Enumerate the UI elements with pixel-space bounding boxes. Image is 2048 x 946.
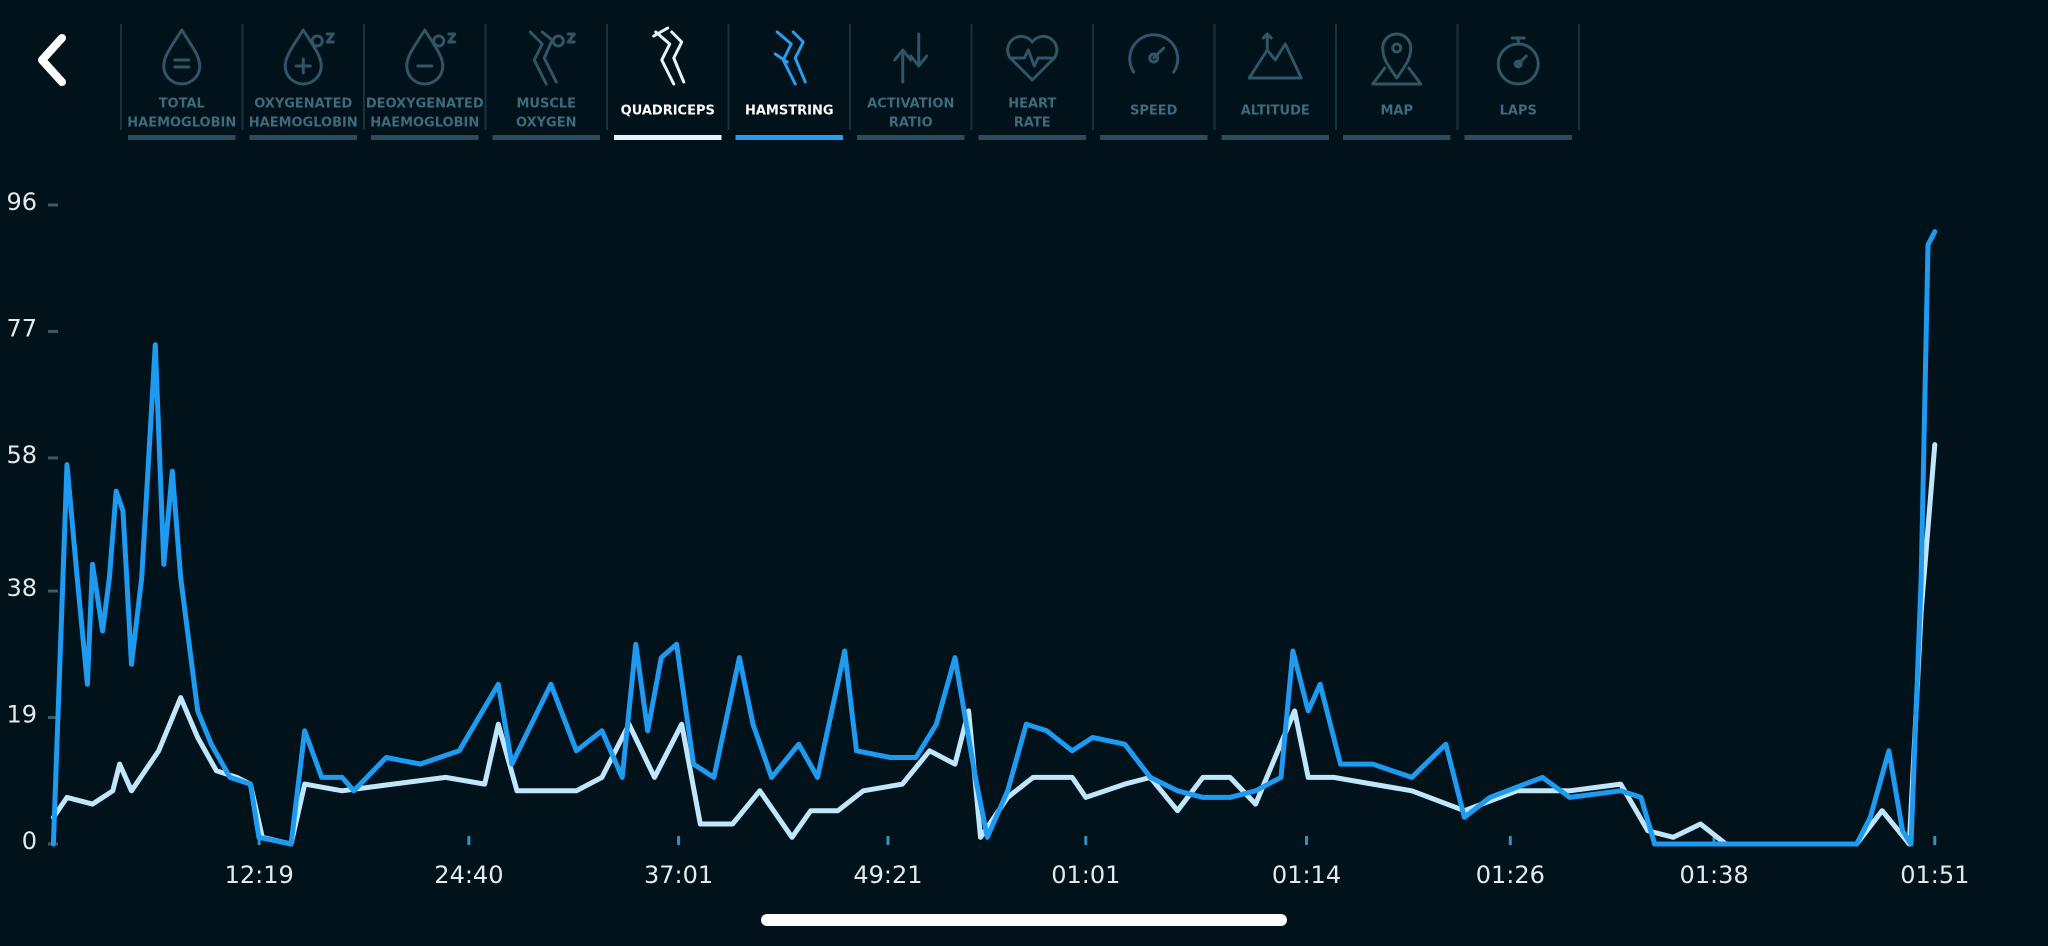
tab-label: HAEMOGLOBIN (127, 116, 236, 131)
x-tick-label: 01:14 (1272, 861, 1341, 889)
tab[interactable]: HAMSTRING (735, 30, 844, 140)
tab[interactable]: LAPS (1464, 36, 1573, 140)
tab[interactable]: ACTIVATION RATIO (857, 32, 965, 140)
y-tick-label: 77 (6, 314, 37, 342)
tab-underline (371, 135, 479, 140)
tab-underline (1221, 135, 1329, 140)
tab-icon (283, 28, 335, 86)
tab-label: MUSCLE (516, 97, 576, 112)
tab-underline (492, 135, 600, 140)
tab-icon (1128, 33, 1180, 74)
tab[interactable]: OXYGENATED HAEMOGLOBIN (249, 28, 358, 140)
tab-underline (614, 135, 722, 140)
y-tick-label: 0 (22, 827, 37, 855)
tab-underline (249, 135, 357, 140)
tab[interactable]: HEART RATE (978, 34, 1087, 140)
x-tick-label: 24:40 (434, 861, 503, 889)
tab[interactable]: QUADRICEPS (614, 26, 722, 140)
tab-icon (1247, 32, 1303, 80)
tab-underline (857, 135, 965, 140)
y-tick-label: 38 (6, 574, 37, 602)
tab-label: OXYGEN (516, 116, 576, 131)
tab-underline (1100, 135, 1208, 140)
tab-label: HAEMOGLOBIN (249, 116, 358, 131)
tab-label: RATIO (889, 116, 933, 131)
y-tick-label: 19 (6, 701, 37, 729)
tab[interactable]: DEOXYGENATED HAEMOGLOBIN (366, 28, 484, 140)
y-tick-label: 58 (6, 441, 37, 469)
tab-icon (773, 30, 807, 86)
x-tick-label: 01:01 (1051, 861, 1120, 889)
x-tick-label: 01:51 (1900, 861, 1969, 889)
x-tick-label: 01:26 (1476, 861, 1545, 889)
back-button[interactable] (38, 34, 66, 86)
tab-label: HEART (1008, 97, 1056, 112)
x-tick-label: 01:38 (1679, 861, 1748, 889)
tab-icon (893, 32, 929, 84)
tab-label: MAP (1380, 104, 1413, 119)
tab-underline (1464, 135, 1572, 140)
tab-icon (1371, 32, 1423, 86)
tab-label: QUADRICEPS (621, 104, 715, 119)
home-indicator (761, 914, 1287, 926)
tab-icon (405, 28, 457, 86)
tab-underline (735, 135, 843, 140)
tab-icon (1496, 36, 1540, 86)
tab-underline (978, 135, 1086, 140)
tab-label: DEOXYGENATED (366, 97, 484, 112)
tab-label: LAPS (1500, 104, 1537, 119)
tab-label: ACTIVATION (867, 97, 954, 112)
tab-icon (1006, 34, 1059, 82)
series-line (50, 229, 1938, 847)
x-tick-label: 37:01 (644, 861, 713, 889)
tab-label: HAEMOGLOBIN (370, 116, 479, 131)
tab[interactable]: MAP (1343, 32, 1451, 140)
x-tick-label: 12:19 (225, 861, 294, 889)
tab-underline (128, 135, 236, 140)
tab-icon (652, 26, 686, 86)
tab[interactable]: ALTITUDE (1221, 32, 1330, 140)
tab[interactable]: MUSCLE OXYGEN (492, 30, 601, 140)
tab-label: TOTAL (159, 97, 205, 112)
tab-label: RATE (1014, 116, 1051, 131)
tab-underline (1343, 135, 1451, 140)
y-tick-label: 96 (6, 188, 37, 216)
tab-label: HAMSTRING (745, 104, 834, 119)
tab[interactable]: SPEED (1100, 33, 1208, 140)
tab-label: OXYGENATED (254, 97, 352, 112)
tab-label: SPEED (1130, 104, 1178, 119)
tab-label: ALTITUDE (1241, 104, 1310, 119)
tab-icon (528, 30, 576, 86)
x-tick-label: 49:21 (853, 861, 922, 889)
tab[interactable]: TOTAL HAEMOGLOBIN (127, 28, 236, 140)
tab-icon (162, 28, 202, 86)
